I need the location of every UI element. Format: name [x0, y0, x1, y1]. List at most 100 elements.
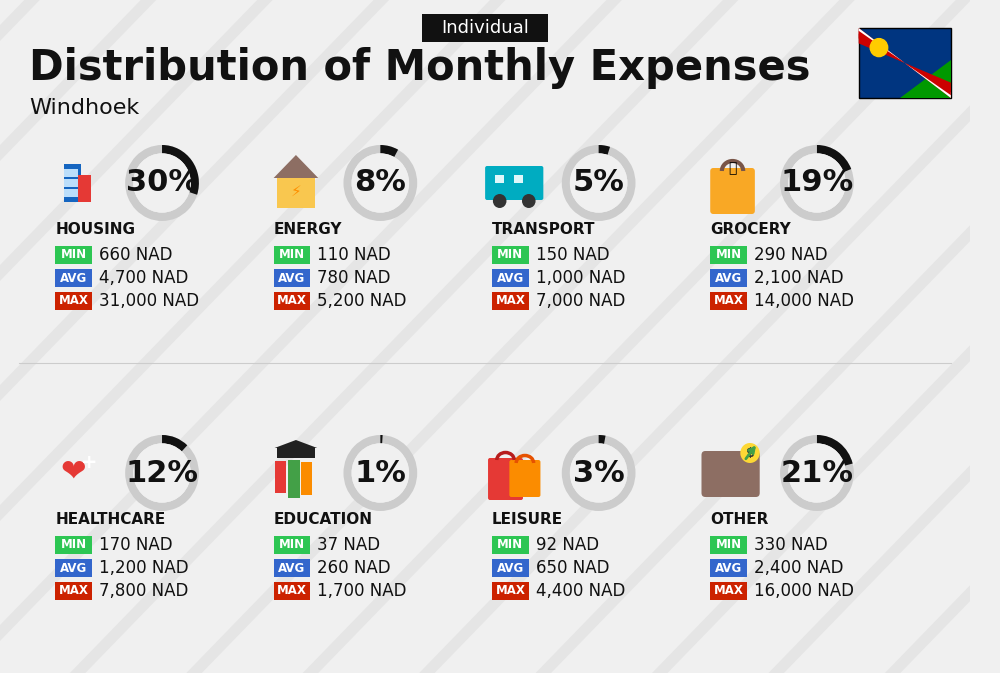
- FancyBboxPatch shape: [64, 164, 81, 202]
- FancyBboxPatch shape: [485, 166, 543, 200]
- Text: 31,000 NAD: 31,000 NAD: [99, 292, 199, 310]
- FancyBboxPatch shape: [55, 292, 92, 310]
- FancyBboxPatch shape: [710, 246, 747, 264]
- Text: Windhoek: Windhoek: [29, 98, 139, 118]
- Circle shape: [352, 153, 409, 213]
- Polygon shape: [859, 28, 951, 98]
- Text: 5%: 5%: [573, 168, 625, 197]
- FancyBboxPatch shape: [277, 178, 315, 208]
- FancyBboxPatch shape: [274, 559, 310, 577]
- Text: $: $: [746, 446, 754, 460]
- Circle shape: [493, 194, 506, 208]
- FancyBboxPatch shape: [514, 175, 523, 183]
- Text: 1,700 NAD: 1,700 NAD: [317, 582, 407, 600]
- Text: MIN: MIN: [279, 248, 305, 262]
- Circle shape: [522, 194, 536, 208]
- FancyBboxPatch shape: [288, 460, 300, 498]
- Wedge shape: [125, 145, 199, 221]
- Text: 1,200 NAD: 1,200 NAD: [99, 559, 189, 577]
- Text: 2,100 NAD: 2,100 NAD: [754, 269, 844, 287]
- FancyBboxPatch shape: [64, 170, 71, 178]
- FancyBboxPatch shape: [710, 536, 747, 554]
- Wedge shape: [599, 435, 606, 444]
- Text: LEISURE: LEISURE: [492, 513, 563, 528]
- FancyBboxPatch shape: [71, 188, 78, 197]
- Text: Individual: Individual: [441, 19, 529, 37]
- Text: MAX: MAX: [714, 584, 744, 598]
- FancyBboxPatch shape: [71, 179, 78, 187]
- Text: MIN: MIN: [279, 538, 305, 551]
- FancyBboxPatch shape: [274, 536, 310, 554]
- Wedge shape: [343, 435, 417, 511]
- Text: 660 NAD: 660 NAD: [99, 246, 172, 264]
- Circle shape: [352, 444, 409, 503]
- Polygon shape: [275, 440, 317, 448]
- Wedge shape: [562, 145, 636, 221]
- FancyBboxPatch shape: [55, 559, 92, 577]
- Text: AVG: AVG: [715, 561, 742, 575]
- Text: 170 NAD: 170 NAD: [99, 536, 173, 554]
- Text: ENERGY: ENERGY: [274, 223, 342, 238]
- Circle shape: [788, 444, 846, 503]
- Text: HEALTHCARE: HEALTHCARE: [55, 513, 166, 528]
- Text: MAX: MAX: [59, 584, 89, 598]
- Wedge shape: [817, 435, 853, 466]
- Circle shape: [570, 444, 627, 503]
- Text: 4,400 NAD: 4,400 NAD: [536, 582, 625, 600]
- Text: MIN: MIN: [497, 248, 523, 262]
- FancyBboxPatch shape: [495, 175, 504, 183]
- Text: 110 NAD: 110 NAD: [317, 246, 391, 264]
- Text: AVG: AVG: [278, 271, 306, 285]
- Text: MAX: MAX: [714, 295, 744, 308]
- FancyBboxPatch shape: [859, 28, 951, 98]
- FancyBboxPatch shape: [710, 582, 747, 600]
- Wedge shape: [780, 435, 854, 511]
- Text: GROCERY: GROCERY: [710, 223, 791, 238]
- Text: 2,400 NAD: 2,400 NAD: [754, 559, 843, 577]
- Text: MIN: MIN: [716, 538, 742, 551]
- Wedge shape: [562, 435, 636, 511]
- Text: 7,800 NAD: 7,800 NAD: [99, 582, 188, 600]
- FancyBboxPatch shape: [55, 269, 92, 287]
- Text: 21%: 21%: [780, 458, 853, 487]
- Text: OTHER: OTHER: [710, 513, 769, 528]
- Text: AVG: AVG: [278, 561, 306, 575]
- Text: 780 NAD: 780 NAD: [317, 269, 391, 287]
- FancyBboxPatch shape: [492, 536, 529, 554]
- Polygon shape: [900, 59, 951, 98]
- Circle shape: [870, 38, 888, 57]
- Circle shape: [788, 153, 846, 213]
- Text: MAX: MAX: [495, 295, 525, 308]
- FancyBboxPatch shape: [492, 559, 529, 577]
- FancyBboxPatch shape: [64, 179, 71, 187]
- FancyBboxPatch shape: [55, 246, 92, 264]
- Text: 37 NAD: 37 NAD: [317, 536, 380, 554]
- FancyBboxPatch shape: [277, 448, 315, 458]
- Text: 92 NAD: 92 NAD: [536, 536, 599, 554]
- Text: 150 NAD: 150 NAD: [536, 246, 609, 264]
- Text: MIN: MIN: [716, 248, 742, 262]
- FancyBboxPatch shape: [274, 246, 310, 264]
- FancyBboxPatch shape: [274, 292, 310, 310]
- Text: 8%: 8%: [354, 168, 406, 197]
- Wedge shape: [380, 435, 383, 444]
- Text: MIN: MIN: [497, 538, 523, 551]
- Text: MAX: MAX: [277, 295, 307, 308]
- Circle shape: [133, 153, 191, 213]
- FancyBboxPatch shape: [275, 461, 286, 493]
- FancyBboxPatch shape: [509, 460, 540, 497]
- Text: TRANSPORT: TRANSPORT: [492, 223, 595, 238]
- FancyBboxPatch shape: [422, 14, 548, 42]
- Text: EDUCATION: EDUCATION: [274, 513, 373, 528]
- FancyBboxPatch shape: [274, 582, 310, 600]
- Text: 30%: 30%: [126, 168, 199, 197]
- Wedge shape: [162, 435, 187, 452]
- Text: 🥬: 🥬: [728, 161, 737, 175]
- FancyBboxPatch shape: [55, 536, 92, 554]
- Text: AVG: AVG: [497, 561, 524, 575]
- Text: 290 NAD: 290 NAD: [754, 246, 828, 264]
- FancyBboxPatch shape: [710, 292, 747, 310]
- Wedge shape: [599, 145, 610, 155]
- FancyBboxPatch shape: [492, 582, 529, 600]
- Text: MAX: MAX: [495, 584, 525, 598]
